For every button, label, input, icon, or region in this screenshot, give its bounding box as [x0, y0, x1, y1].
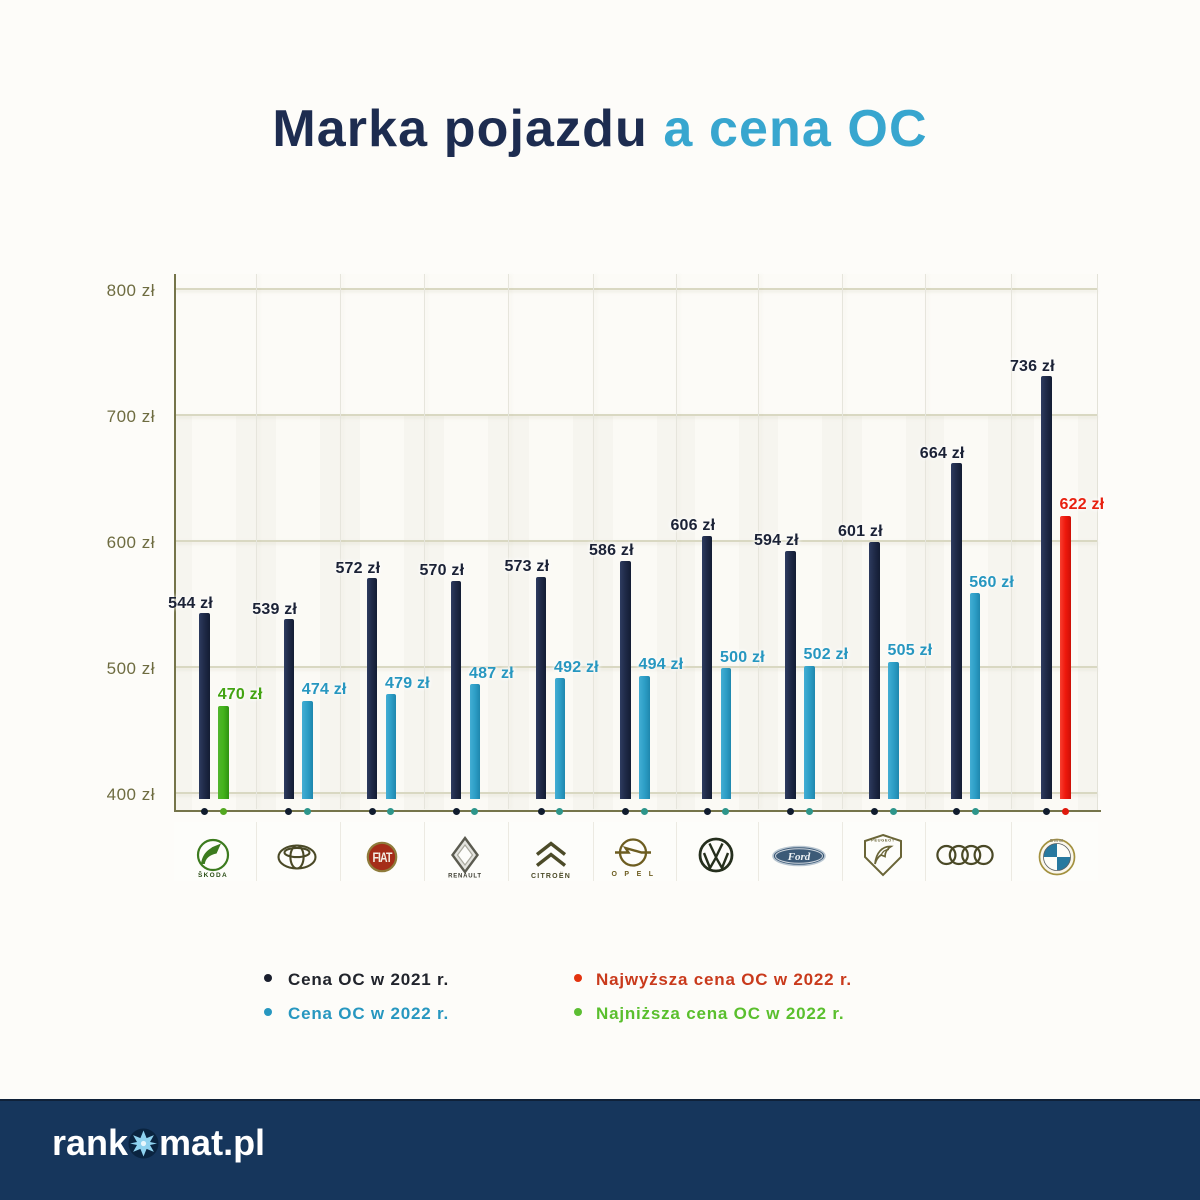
svg-text:OPEL: OPEL — [611, 871, 660, 878]
svg-text:RENAULT: RENAULT — [448, 874, 482, 880]
svg-text:Ford: Ford — [787, 851, 811, 863]
svg-text:ŠKODA: ŠKODA — [198, 870, 228, 879]
svg-text:FIAT: FIAT — [372, 850, 392, 866]
svg-text:BMW: BMW — [1049, 838, 1063, 843]
svg-text:PEUGEOT: PEUGEOT — [871, 838, 895, 843]
svg-text:CITROËN: CITROËN — [531, 872, 571, 880]
